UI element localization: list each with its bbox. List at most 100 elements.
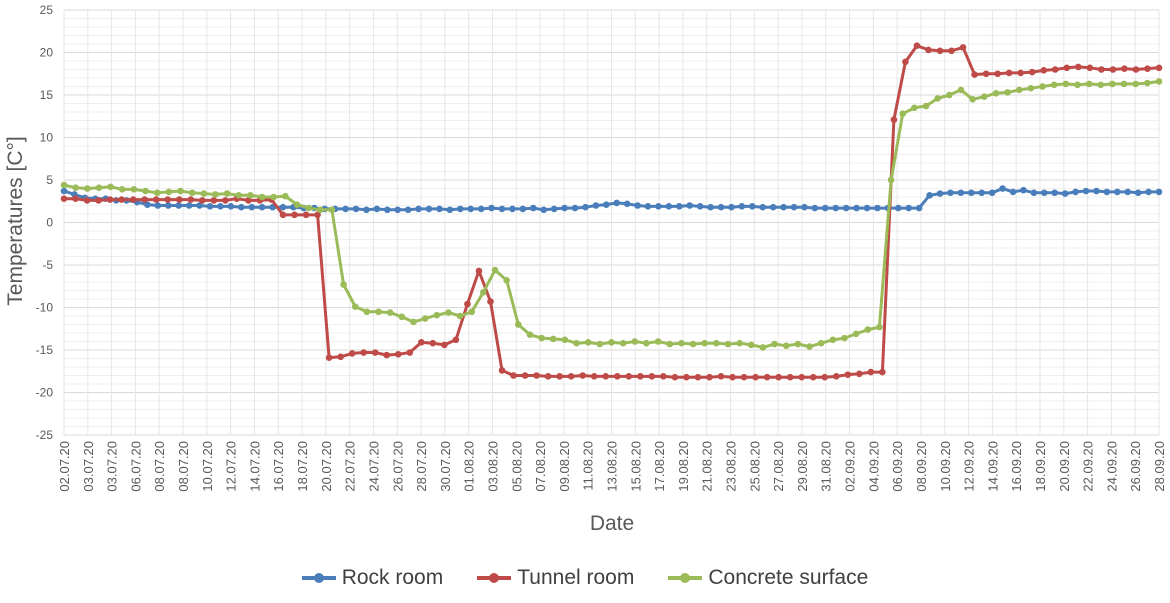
data-point: [60, 181, 68, 189]
data-point: [196, 202, 203, 209]
x-tick-label: 02.07.20: [57, 441, 72, 492]
data-point: [623, 200, 631, 208]
data-point: [608, 339, 615, 346]
data-point: [206, 203, 214, 210]
data-point: [199, 197, 206, 204]
data-point: [118, 186, 126, 193]
data-point: [371, 349, 379, 356]
data-point: [592, 202, 600, 209]
data-point: [736, 339, 743, 347]
x-tick-label: 02.09.20: [843, 441, 858, 492]
data-point: [383, 351, 391, 359]
data-point: [971, 71, 978, 78]
data-point: [654, 338, 662, 345]
data-point: [1082, 187, 1090, 195]
data-point: [556, 373, 563, 380]
data-point: [740, 373, 748, 381]
data-point: [988, 189, 996, 197]
data-point: [579, 372, 586, 379]
x-axis-title: Date: [590, 512, 634, 535]
x-tick-label: 10.07.20: [200, 441, 215, 492]
data-point: [152, 196, 160, 203]
series-lines: [60, 42, 1163, 381]
data-point: [328, 206, 336, 214]
data-point: [759, 344, 767, 351]
data-point: [922, 102, 930, 110]
x-tick-label: 18.09.20: [1033, 441, 1048, 492]
legend-item-rock-room: Rock room: [301, 566, 443, 590]
data-point: [418, 339, 425, 346]
data-point: [164, 196, 172, 203]
data-point: [790, 203, 798, 211]
data-point: [477, 205, 485, 213]
data-point: [429, 339, 437, 347]
data-point: [237, 203, 245, 211]
data-point: [279, 203, 287, 211]
data-point: [926, 192, 933, 199]
data-point: [456, 205, 464, 213]
data-point: [683, 373, 690, 381]
data-point: [433, 311, 441, 319]
data-point: [821, 373, 829, 381]
data-point: [337, 353, 344, 361]
data-point: [175, 196, 183, 203]
x-tick-label: 06.07.20: [128, 441, 143, 492]
data-point: [544, 373, 552, 380]
x-tick-label: 04.09.20: [866, 441, 881, 492]
data-point: [1093, 187, 1100, 195]
data-point: [129, 196, 137, 203]
data-point: [235, 192, 243, 199]
data-point: [841, 334, 848, 342]
data-point: [475, 267, 483, 275]
data-point: [821, 204, 829, 212]
data-point: [487, 298, 494, 305]
x-tick-label: 12.09.20: [962, 441, 977, 492]
data-point: [445, 309, 452, 316]
data-point: [809, 373, 817, 381]
data-point: [980, 93, 988, 100]
x-tick-label: 24.07.20: [366, 441, 381, 492]
data-point: [786, 373, 794, 381]
x-tick-label: 22.07.20: [343, 441, 358, 492]
data-point: [811, 204, 819, 212]
data-point: [154, 202, 162, 209]
data-point: [817, 339, 825, 347]
data-point: [590, 373, 598, 380]
data-point: [694, 373, 702, 381]
data-point: [1155, 78, 1163, 85]
x-tick-label: 23.08.20: [724, 441, 739, 492]
data-point: [1155, 64, 1163, 72]
data-point: [689, 340, 697, 348]
data-point: [894, 204, 902, 212]
series-tunnel-room: [60, 42, 1163, 381]
data-point: [386, 309, 394, 316]
data-point: [373, 205, 381, 213]
data-point: [671, 373, 679, 381]
data-point: [533, 372, 540, 379]
data-point: [717, 373, 725, 380]
data-point: [325, 354, 333, 361]
data-point: [509, 205, 516, 213]
legend-item-tunnel-room: Tunnel room: [477, 566, 634, 590]
data-point: [853, 204, 860, 212]
data-point: [515, 321, 522, 328]
data-point: [879, 368, 886, 376]
data-point: [1050, 81, 1058, 89]
series-line: [63, 187, 1159, 212]
y-tick-label: -25: [36, 428, 54, 442]
data-point: [582, 203, 589, 211]
data-point: [106, 196, 114, 203]
data-point: [1062, 80, 1070, 88]
data-point: [1132, 80, 1140, 88]
data-point: [794, 340, 802, 348]
data-point: [498, 367, 506, 374]
x-tick-label: 22.09.20: [1081, 441, 1096, 492]
data-point: [748, 203, 756, 210]
y-tick-label: 5: [46, 173, 53, 187]
x-tick-label: 08.07.20: [152, 441, 167, 492]
x-tick-label: 10.09.20: [938, 441, 953, 492]
data-point: [637, 373, 644, 380]
data-point: [934, 95, 941, 102]
x-tick-label: 29.08.20: [795, 441, 810, 492]
x-tick-label: 27.08.20: [771, 441, 786, 492]
